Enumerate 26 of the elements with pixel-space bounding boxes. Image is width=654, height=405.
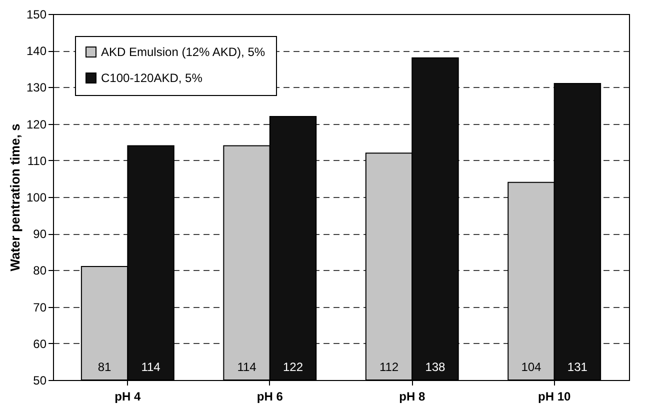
- data-label: 81: [98, 360, 112, 374]
- data-label: 131: [567, 360, 588, 374]
- y-tick-label: 70: [33, 300, 47, 314]
- y-tick-label: 80: [33, 264, 47, 278]
- data-label: 122: [282, 360, 304, 374]
- x-tick-label: pH 4: [114, 390, 141, 404]
- data-label: 138: [425, 360, 446, 374]
- y-tick-label: 100: [26, 190, 47, 204]
- y-tick-label: 50: [33, 374, 47, 388]
- data-label: 104: [521, 360, 542, 374]
- y-tick-label: 150: [26, 8, 47, 22]
- legend-label: C100-120AKD, 5%: [101, 71, 203, 85]
- x-tick-label: pH 10: [538, 390, 571, 404]
- y-tick-label: 140: [26, 44, 47, 58]
- y-tick-label: 110: [27, 154, 47, 168]
- y-axis-title: Water pentration time, s: [7, 124, 22, 272]
- data-label: 112: [379, 360, 399, 374]
- data-label: 114: [141, 360, 161, 374]
- y-tick-label: 60: [33, 336, 47, 351]
- legend-label: AKD Emulsion (12% AKD), 5%: [101, 45, 266, 59]
- y-tick-label: 120: [26, 117, 47, 132]
- y-tick-label: 90: [33, 227, 47, 242]
- x-tick-label: pH 8: [399, 390, 426, 404]
- y-tick-label: 130: [26, 80, 47, 95]
- x-tick-label: pH 6: [256, 390, 284, 404]
- data-label: 114: [237, 360, 257, 374]
